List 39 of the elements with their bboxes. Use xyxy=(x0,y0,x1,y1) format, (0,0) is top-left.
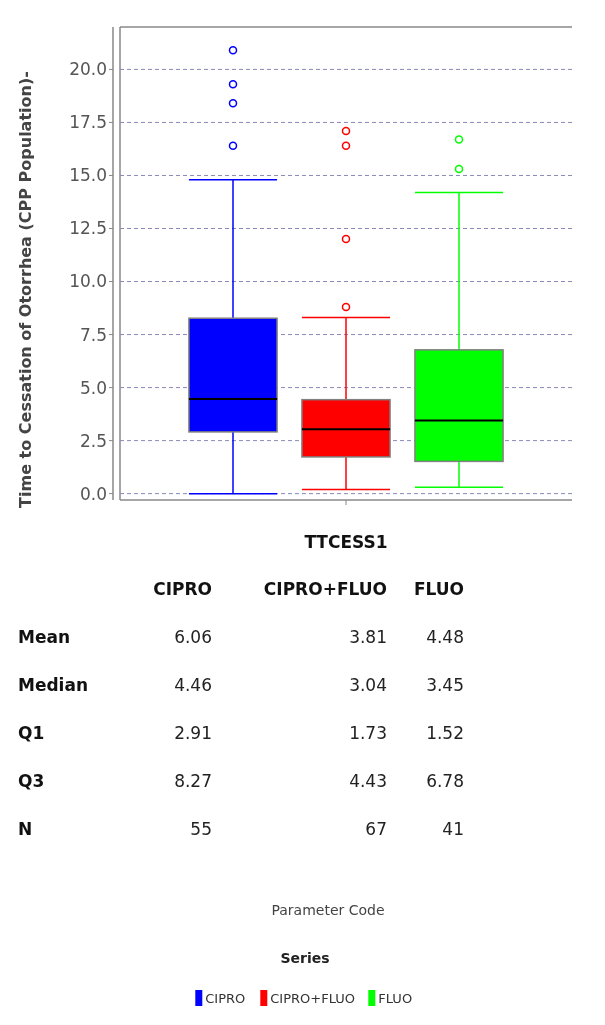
y-tick-label: 7.5 xyxy=(79,324,107,345)
text: 8.27 xyxy=(174,771,212,791)
y-tick-label: 20.0 xyxy=(69,59,107,80)
text: CIPRO+FLUO xyxy=(263,579,387,599)
legend-label: CIPRO xyxy=(205,990,246,1006)
legend-label: CIPRO+FLUO xyxy=(270,990,356,1006)
text: CIPRO xyxy=(153,579,212,599)
text: FLUO xyxy=(413,579,464,599)
text: 67 xyxy=(365,819,387,839)
text: 6.06 xyxy=(174,627,212,647)
text: 2.91 xyxy=(174,723,212,743)
text: 3.04 xyxy=(349,675,387,695)
y-tick-label: 2.5 xyxy=(79,430,107,451)
legend-title: Series xyxy=(280,950,330,966)
text: Mean xyxy=(18,627,71,647)
x-tick-label: TTCESS1 xyxy=(304,532,388,552)
y-tick-label: 0.0 xyxy=(79,483,107,504)
y-tick-label: 12.5 xyxy=(69,218,107,239)
text: Median xyxy=(18,675,89,695)
text: 4.48 xyxy=(426,627,464,647)
text: 4.43 xyxy=(349,771,387,791)
text: N xyxy=(18,819,33,839)
y-tick-label: 15.0 xyxy=(69,165,107,186)
text: 3.45 xyxy=(426,675,464,695)
text: 1.52 xyxy=(426,723,464,743)
text: Q1 xyxy=(18,723,45,743)
y-tick-label: 10.0 xyxy=(69,271,107,292)
text: 1.73 xyxy=(349,723,387,743)
y-axis-title: Time to Cessation of Otorrhea (CPP Population)- xyxy=(16,71,35,508)
text: 3.81 xyxy=(349,627,387,647)
y-tick-label: 5.0 xyxy=(79,377,107,398)
text: 55 xyxy=(190,819,212,839)
text: Parameter Code xyxy=(271,902,385,918)
legend-label: FLUO xyxy=(378,990,413,1006)
text: 6.78 xyxy=(426,771,464,791)
y-tick-label: 17.5 xyxy=(69,112,107,133)
text: 41 xyxy=(442,819,464,839)
text: 4.46 xyxy=(174,675,212,695)
text: Q3 xyxy=(18,771,45,791)
